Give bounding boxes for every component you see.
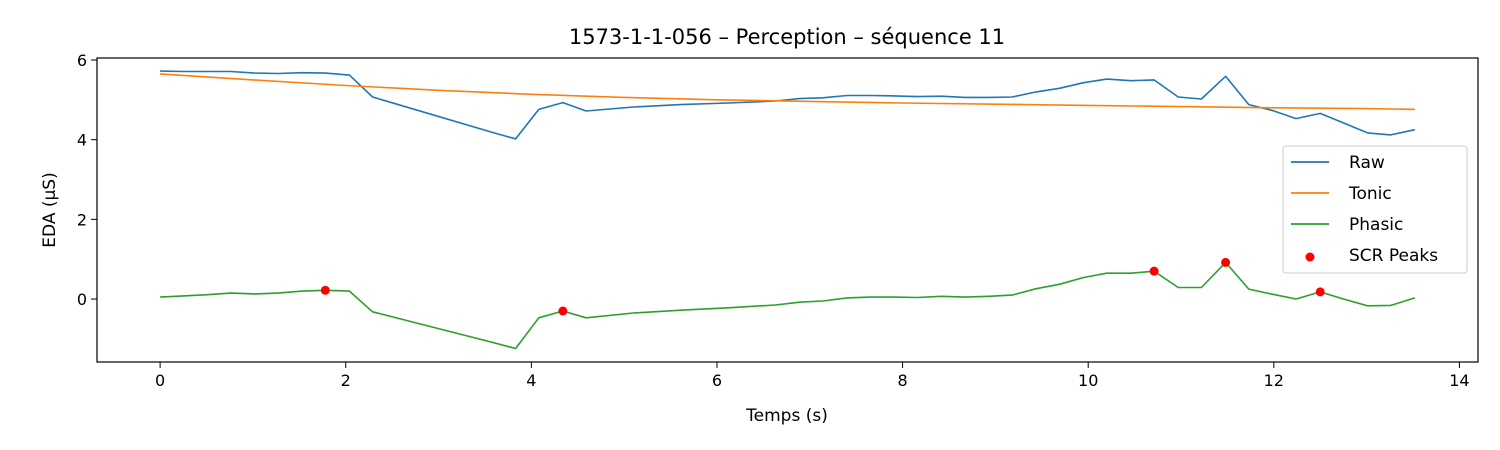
x-tick-label: 0 bbox=[155, 371, 165, 390]
legend-label-phasic: Phasic bbox=[1349, 215, 1403, 235]
y-tick-label: 2 bbox=[77, 210, 87, 229]
x-tick-label: 6 bbox=[712, 371, 722, 390]
x-tick-label: 12 bbox=[1264, 371, 1284, 390]
y-tick-label: 6 bbox=[77, 51, 87, 70]
legend-label-raw: Raw bbox=[1349, 153, 1385, 173]
x-tick-label: 14 bbox=[1449, 371, 1469, 390]
scr-peak-point bbox=[558, 306, 568, 316]
scr-peak-point bbox=[1221, 257, 1231, 267]
x-axis: 0 2 4 6 8 10 12 14 bbox=[155, 362, 1470, 390]
legend-swatch-scr-peaks bbox=[1305, 252, 1315, 262]
x-axis-label: Temps (s) bbox=[745, 406, 828, 426]
legend-box bbox=[1282, 145, 1468, 274]
chart-title: 1573-1-1-056 – Perception – séquence 11 bbox=[569, 25, 1005, 49]
y-tick-label: 4 bbox=[77, 131, 87, 150]
x-tick-label: 10 bbox=[1078, 371, 1098, 390]
x-tick-label: 2 bbox=[341, 371, 351, 390]
scr-peak-point bbox=[1315, 287, 1325, 297]
y-axis-label: EDA (µS) bbox=[40, 172, 60, 247]
plot-frame bbox=[96, 57, 1479, 363]
legend: Raw Tonic Phasic SCR Peaks bbox=[1282, 145, 1468, 274]
scr-peak-point bbox=[320, 285, 330, 295]
y-tick-label: 0 bbox=[77, 290, 87, 309]
legend-label-scr-peaks: SCR Peaks bbox=[1349, 246, 1438, 266]
scr-peak-point bbox=[1149, 266, 1159, 276]
legend-label-tonic: Tonic bbox=[1348, 184, 1392, 204]
x-tick-label: 8 bbox=[897, 371, 907, 390]
series-line-tonic bbox=[160, 73, 1415, 111]
x-tick-label: 4 bbox=[526, 371, 536, 390]
series-line-raw bbox=[160, 70, 1416, 140]
plot-area bbox=[160, 70, 1416, 350]
series-line-phasic bbox=[160, 261, 1416, 350]
y-axis: 0 2 4 6 bbox=[77, 51, 97, 309]
